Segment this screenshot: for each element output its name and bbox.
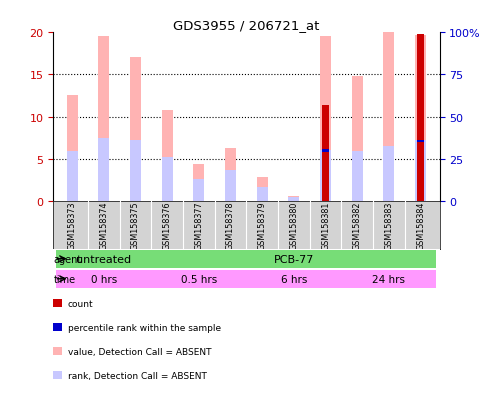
Text: agent: agent bbox=[54, 254, 82, 264]
Text: untreated: untreated bbox=[76, 254, 131, 264]
Bar bbox=[57, 270, 151, 288]
Text: GSM158379: GSM158379 bbox=[257, 201, 267, 249]
Text: GSM158376: GSM158376 bbox=[163, 201, 171, 249]
Text: GSM158384: GSM158384 bbox=[416, 201, 425, 249]
Text: value, Detection Call = ABSENT: value, Detection Call = ABSENT bbox=[68, 348, 211, 356]
Bar bbox=[288, 197, 299, 202]
Text: time: time bbox=[54, 274, 76, 284]
Bar bbox=[320, 37, 331, 202]
Bar bbox=[162, 158, 173, 202]
Text: GSM158377: GSM158377 bbox=[194, 201, 203, 249]
Bar bbox=[67, 152, 78, 202]
Text: GSM158382: GSM158382 bbox=[353, 201, 362, 249]
Bar bbox=[415, 141, 426, 202]
Text: 24 hrs: 24 hrs bbox=[372, 274, 405, 284]
Text: GSM158380: GSM158380 bbox=[289, 201, 298, 249]
Bar bbox=[162, 111, 173, 202]
Bar bbox=[67, 96, 78, 202]
Bar bbox=[417, 35, 424, 202]
Bar bbox=[151, 250, 436, 268]
Bar bbox=[384, 147, 395, 202]
Bar bbox=[256, 177, 268, 202]
Bar bbox=[98, 37, 109, 202]
Bar bbox=[225, 171, 236, 202]
Text: count: count bbox=[68, 300, 93, 309]
Bar bbox=[130, 58, 141, 202]
Text: percentile rank within the sample: percentile rank within the sample bbox=[68, 324, 221, 332]
Bar bbox=[256, 188, 268, 202]
Bar bbox=[352, 152, 363, 202]
Bar bbox=[320, 151, 331, 202]
Text: GSM158383: GSM158383 bbox=[384, 201, 393, 249]
Bar bbox=[57, 250, 151, 268]
Bar bbox=[193, 180, 204, 202]
Bar bbox=[384, 33, 395, 202]
Text: 0 hrs: 0 hrs bbox=[91, 274, 117, 284]
Bar bbox=[130, 141, 141, 202]
Text: 6 hrs: 6 hrs bbox=[281, 274, 307, 284]
Bar bbox=[417, 140, 424, 143]
Bar bbox=[288, 197, 299, 202]
Bar bbox=[323, 150, 328, 152]
Title: GDS3955 / 206721_at: GDS3955 / 206721_at bbox=[173, 19, 320, 32]
Bar bbox=[225, 149, 236, 202]
Bar bbox=[352, 77, 363, 202]
Text: PCB-77: PCB-77 bbox=[274, 254, 314, 264]
Bar bbox=[98, 138, 109, 202]
Text: GSM158378: GSM158378 bbox=[226, 201, 235, 249]
Bar bbox=[151, 270, 246, 288]
Bar bbox=[246, 270, 341, 288]
Bar bbox=[415, 36, 426, 202]
Text: GSM158373: GSM158373 bbox=[68, 201, 77, 249]
Bar bbox=[323, 106, 328, 202]
Text: GSM158375: GSM158375 bbox=[131, 201, 140, 249]
Text: 0.5 hrs: 0.5 hrs bbox=[181, 274, 217, 284]
Bar bbox=[193, 164, 204, 202]
Text: GSM158374: GSM158374 bbox=[99, 201, 108, 249]
Text: rank, Detection Call = ABSENT: rank, Detection Call = ABSENT bbox=[68, 372, 207, 380]
Text: GSM158381: GSM158381 bbox=[321, 201, 330, 249]
Bar bbox=[341, 270, 436, 288]
